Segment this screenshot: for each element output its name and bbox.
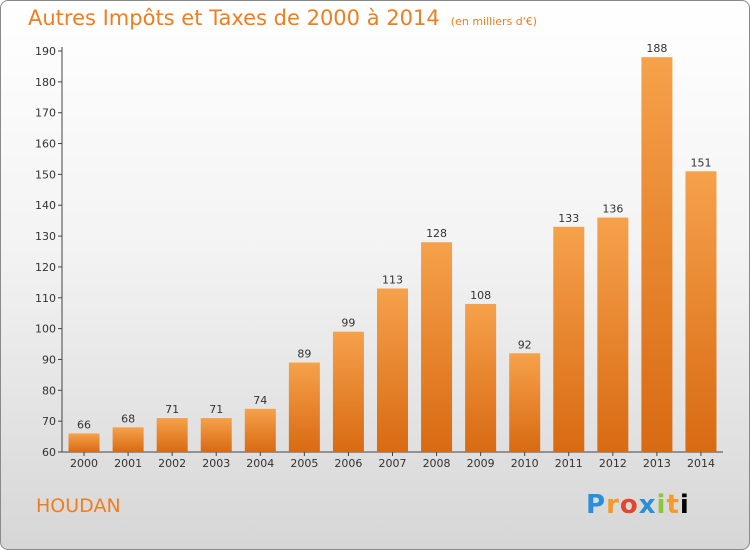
logo-letter: r	[606, 490, 620, 520]
x-tick-label: 2000	[70, 457, 98, 470]
logo-letter: o	[619, 490, 639, 520]
data-label-2008: 128	[426, 227, 447, 240]
data-label-2009: 108	[470, 289, 491, 302]
data-label-2004: 74	[253, 394, 267, 407]
data-label-2007: 113	[382, 274, 403, 287]
data-label-2005: 89	[297, 348, 311, 361]
x-tick-label: 2005	[290, 457, 318, 470]
bar-2004[interactable]	[244, 408, 276, 452]
bar-2001[interactable]	[112, 427, 144, 452]
x-tick-label: 2007	[379, 457, 407, 470]
data-label-2006: 99	[341, 317, 355, 330]
bar-2005[interactable]	[288, 362, 320, 452]
data-label-2013: 188	[646, 42, 667, 55]
data-label-2011: 133	[558, 212, 579, 225]
bar-2013[interactable]	[641, 57, 673, 453]
bar-2012[interactable]	[597, 217, 629, 452]
y-tick-label: 170	[35, 107, 56, 120]
chart-title-main: Autres Impôts et Taxes de 2000 à 2014	[28, 6, 440, 30]
chart-data-labels: 66 68 71 71 74 89 99 113 128 108 92 133 136 188 151	[77, 42, 711, 431]
y-tick-label: 150	[35, 168, 56, 181]
x-tick-label: 2006	[334, 457, 362, 470]
x-tick-label: 2003	[202, 457, 230, 470]
data-label-2012: 136	[602, 203, 623, 216]
y-tick-label: 100	[35, 323, 56, 336]
x-tick-label: 2010	[511, 457, 539, 470]
commune-name: HOUDAN	[36, 495, 121, 517]
y-tick-label: 80	[42, 384, 56, 397]
bar-2008[interactable]	[421, 242, 453, 452]
data-label-2002: 71	[165, 403, 179, 416]
y-tick-label: 160	[35, 138, 56, 151]
data-label-2000: 66	[77, 418, 91, 431]
y-tick-label: 140	[35, 199, 56, 212]
chart-axes: 60 70 80 90 100 110 120 130 140 150 160 170 180 190 20…	[35, 45, 723, 470]
y-tick-label: 110	[35, 292, 56, 305]
logo-letter: x	[638, 490, 657, 520]
bar-2000[interactable]	[68, 433, 100, 452]
x-tick-label: 2012	[599, 457, 627, 470]
chart-title: Autres Impôts et Taxes de 2000 à 2014 (e…	[28, 6, 537, 30]
bar-2003[interactable]	[200, 418, 232, 452]
bar-2009[interactable]	[465, 303, 497, 452]
x-tick-label: 2014	[687, 457, 715, 470]
y-tick-label: 60	[42, 446, 56, 459]
y-tick-label: 90	[42, 353, 56, 366]
bar-2002[interactable]	[156, 418, 188, 452]
logo-letter: t	[666, 490, 680, 520]
y-tick-label: 120	[35, 261, 56, 274]
bar-2010[interactable]	[509, 353, 541, 452]
x-tick-label: 2004	[246, 457, 274, 470]
chart-title-unit: (en milliers d'€)	[450, 15, 538, 28]
bar-2006[interactable]	[332, 331, 364, 452]
data-label-2014: 151	[690, 156, 711, 169]
x-tick-label: 2011	[555, 457, 583, 470]
data-label-2001: 68	[121, 412, 135, 425]
bar-2007[interactable]	[377, 288, 408, 452]
bar-2014[interactable]	[685, 171, 717, 453]
x-tick-label: 2008	[423, 457, 451, 470]
logo-letter: i	[679, 490, 690, 520]
logo-letter: P	[586, 490, 607, 520]
x-tick-label: 2013	[643, 457, 671, 470]
y-tick-label: 130	[35, 230, 56, 243]
logo-letter: i	[656, 490, 667, 520]
x-tick-label: 2009	[467, 457, 495, 470]
y-tick-label: 190	[35, 45, 56, 58]
bar-2011[interactable]	[553, 226, 585, 452]
x-tick-label: 2001	[114, 457, 142, 470]
chart-bars	[68, 57, 717, 453]
x-tick-label: 2002	[158, 457, 186, 470]
data-label-2003: 71	[209, 403, 223, 416]
data-label-2010: 92	[518, 338, 532, 351]
y-tick-label: 180	[35, 76, 56, 89]
y-tick-label: 70	[42, 415, 56, 428]
proxiti-logo[interactable]: Proxiti	[586, 490, 690, 520]
